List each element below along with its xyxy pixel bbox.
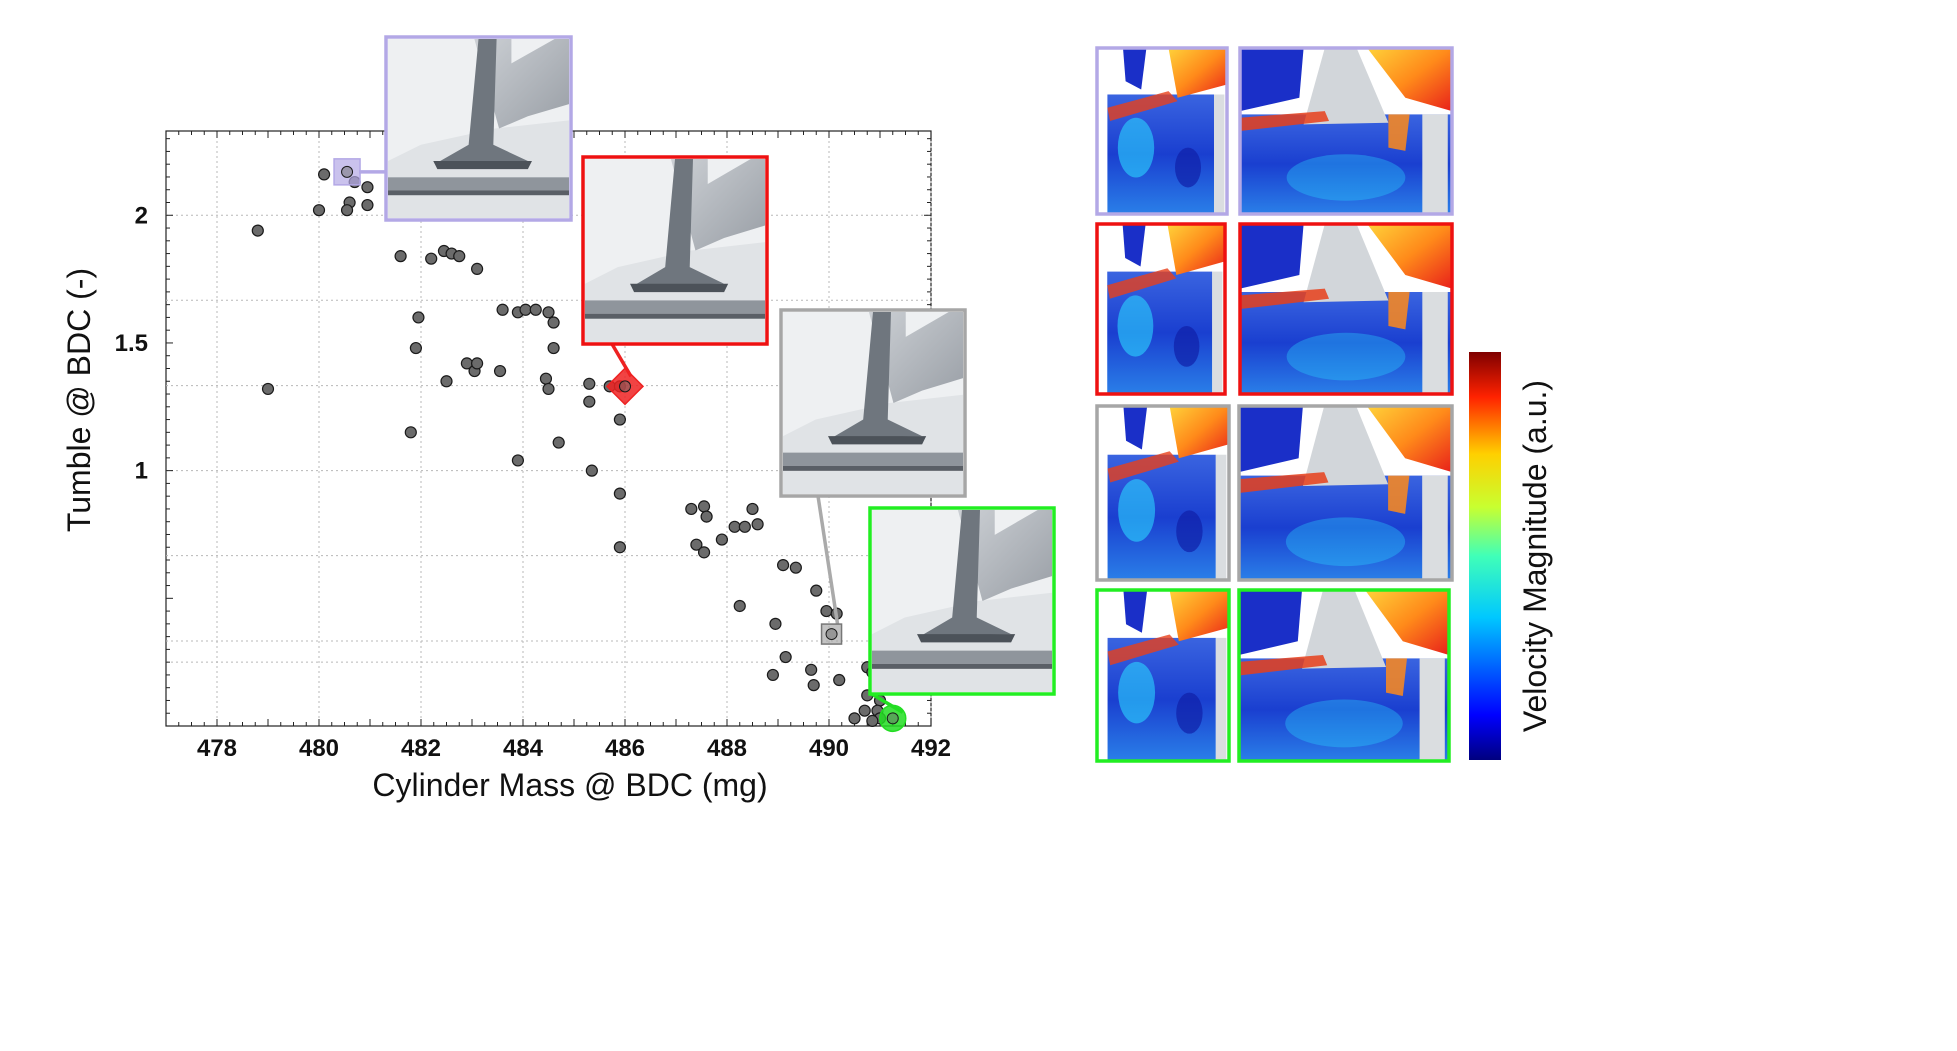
data-point [361,198,374,212]
data-point [613,413,627,426]
data-point [613,487,627,500]
data-point [412,311,425,324]
valve-inset-lavender [384,35,573,222]
data-point [690,538,703,551]
colorbar-title: Velocity Magnitude (a.u.) [1517,380,1553,732]
cfd-large-red [1240,224,1452,394]
x-tick-label: 478 [197,735,237,762]
data-point [697,500,711,513]
cfd-panels [1095,46,1454,763]
data-point [776,559,790,572]
data-point [733,599,746,613]
data-point [539,372,553,385]
data-point [404,426,417,439]
cfd-small-red [1097,224,1225,394]
data-point [552,436,565,449]
data-point [807,679,820,692]
highlight-inner-red [619,380,631,393]
cfd-row-red [1095,222,1454,396]
data-point [361,181,374,194]
data-point [685,502,698,516]
data-point [738,520,751,533]
data-point [519,303,532,316]
data-point [547,341,560,355]
data-point [471,262,484,275]
data-point [715,533,729,546]
data-point [453,250,466,263]
cfd-small-lavender [1097,48,1227,214]
data-point [789,561,802,574]
connector-gray [816,495,840,625]
data-point [697,546,711,559]
cfd-large-lavender [1240,48,1452,214]
y-tick-label: 1.5 [115,330,148,357]
valve-inset-red [581,155,769,346]
data-point [542,306,555,319]
data-point [848,712,861,725]
data-point [769,617,782,630]
data-point [440,375,453,388]
data-point [751,518,764,531]
valve-inset-gray [779,308,967,498]
data-point [261,382,275,396]
highlight-inner-gray [825,628,838,641]
highlight-inner-green [886,712,899,725]
data-point [547,316,560,329]
x-tick-label: 490 [809,735,849,762]
data-point [471,357,484,370]
highlight-inner-lavender [341,165,354,178]
data-point [746,502,759,516]
data-point [496,303,509,316]
data-point [340,204,354,217]
data-point [585,464,598,477]
cfd-large-gray [1239,406,1452,580]
cfd-row-green [1095,588,1451,763]
tick-labels: 478 480 482 484 486 488 490 492 1 1.5 2 [115,202,951,762]
data-point [425,252,438,265]
data-point [810,584,823,597]
x-tick-label: 480 [299,735,339,762]
data-point [318,168,331,181]
data-point [511,454,525,467]
data-point [583,395,596,408]
data-point [833,673,846,687]
data-point [409,341,422,355]
x-tick-label: 488 [707,735,747,762]
data-point [251,224,264,237]
y-axis-title: Tumble @ BDC (-) [61,268,97,532]
x-tick-label: 482 [401,735,441,762]
x-tick-label: 486 [605,735,645,762]
data-point [766,668,780,682]
data-point [583,377,596,390]
data-point [542,382,555,396]
data-point [728,520,741,533]
data-point [700,510,713,523]
data-point [529,303,542,316]
data-point [493,364,507,378]
x-axis-title: Cylinder Mass @ BDC (mg) [372,767,767,803]
data-point [312,204,326,217]
data-point [394,250,407,263]
data-point [805,663,818,676]
cfd-large-green [1239,590,1449,761]
cfd-row-lavender [1095,46,1454,216]
data-point [779,650,792,664]
highlighted-points [333,158,907,733]
x-tick-label: 484 [503,735,544,762]
data-point [613,541,627,554]
valve-inset-green [868,506,1056,696]
cfd-small-green [1097,590,1229,761]
data-point [866,714,879,727]
data-point [858,704,871,717]
y-tick-label: 1 [135,458,148,485]
y-tick-label: 2 [135,202,148,229]
x-tick-label: 492 [911,735,951,762]
colorbar [1469,352,1501,760]
cfd-small-gray [1097,406,1229,580]
cfd-row-gray [1095,404,1454,582]
data-point [820,604,833,618]
